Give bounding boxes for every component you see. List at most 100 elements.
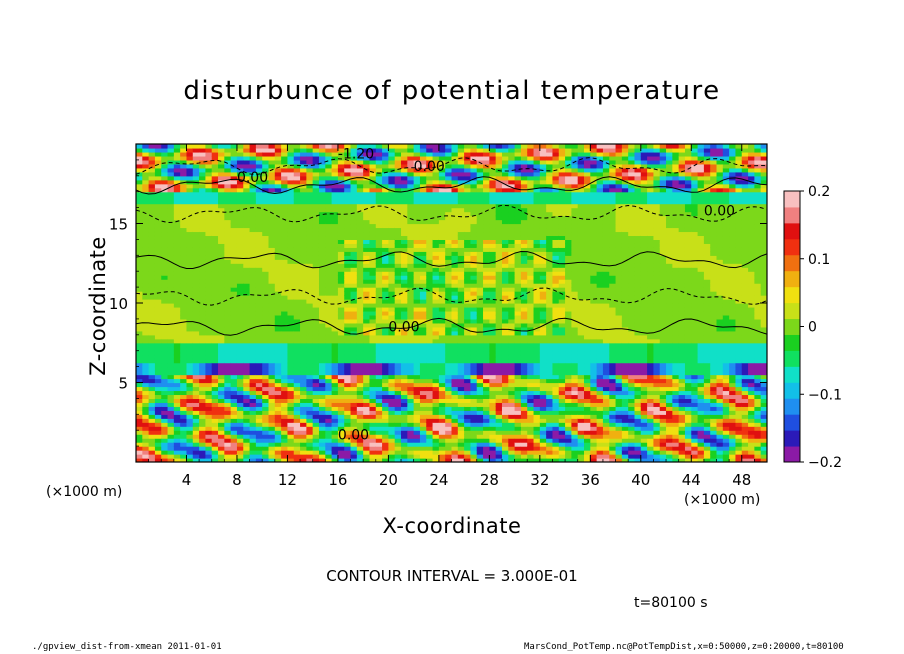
heatmap-cell: [318, 410, 326, 415]
heatmap-cell: [508, 406, 516, 411]
heatmap-cell: [375, 358, 383, 364]
heatmap-cell: [337, 211, 345, 217]
heatmap-cell: [476, 442, 484, 447]
heatmap-cell: [249, 259, 257, 264]
heatmap-cell: [356, 215, 364, 221]
heatmap-cell: [445, 426, 453, 431]
heatmap-cell: [476, 330, 484, 336]
heatmap-cell: [180, 394, 188, 399]
heatmap-cell: [432, 390, 440, 396]
heatmap-cell: [300, 287, 307, 292]
heatmap-cell: [520, 366, 528, 372]
heatmap-cell: [356, 426, 364, 431]
heatmap-cell: [470, 390, 478, 396]
heatmap-cell: [369, 147, 377, 153]
heatmap-cell: [167, 326, 175, 332]
heatmap-cell: [451, 358, 459, 364]
heatmap-cell: [457, 227, 465, 233]
heatmap-cell: [312, 235, 320, 240]
heatmap-cell: [432, 318, 440, 324]
heatmap-cell: [426, 215, 434, 221]
heatmap-cell: [243, 414, 251, 419]
heatmap-cell: [136, 231, 143, 237]
heatmap-cell: [218, 362, 225, 368]
heatmap-cell: [136, 303, 143, 308]
heatmap-cell: [161, 291, 169, 296]
heatmap-cell: [306, 438, 314, 443]
heatmap-cell: [312, 370, 320, 376]
heatmap-cell: [211, 382, 219, 388]
heatmap-cell: [464, 430, 472, 435]
heatmap-cell: [173, 239, 181, 244]
heatmap-cell: [224, 191, 232, 197]
heatmap-cell: [432, 378, 440, 384]
heatmap-cell: [312, 418, 320, 423]
heatmap-cell: [514, 211, 522, 217]
heatmap-cell: [426, 314, 434, 320]
heatmap-cell: [457, 418, 465, 423]
heatmap-cell: [325, 259, 333, 264]
heatmap-cell: [520, 275, 528, 280]
heatmap-cell: [167, 342, 175, 348]
heatmap-cell: [306, 314, 314, 320]
heatmap-cell: [161, 163, 169, 169]
heatmap-cell: [514, 314, 522, 320]
heatmap-cell: [369, 303, 377, 308]
heatmap-cell: [186, 382, 194, 388]
heatmap-cell: [300, 179, 307, 185]
heatmap-cell: [136, 370, 143, 376]
heatmap-cell: [514, 287, 522, 292]
heatmap-cell: [192, 450, 200, 455]
heatmap-cell: [205, 434, 213, 439]
heatmap-cell: [508, 275, 516, 280]
heatmap-cell: [148, 219, 156, 225]
heatmap-cell: [262, 442, 270, 447]
heatmap-cell: [224, 195, 232, 201]
heatmap-cell: [287, 318, 295, 324]
heatmap-cell: [350, 458, 358, 462]
heatmap-cell: [224, 354, 232, 360]
heatmap-cell: [154, 191, 162, 197]
heatmap-cell: [457, 219, 465, 225]
heatmap-cell: [501, 275, 509, 280]
heatmap-cell: [489, 374, 497, 380]
heatmap-cell: [483, 275, 490, 280]
heatmap-cell: [230, 398, 238, 403]
heatmap-cell: [249, 350, 257, 356]
heatmap-cell: [325, 350, 333, 356]
heatmap-cell: [255, 199, 263, 205]
heatmap-cell: [476, 418, 484, 423]
heatmap-cell: [489, 342, 497, 348]
heatmap-cell: [426, 271, 434, 276]
heatmap-cell: [236, 394, 244, 399]
heatmap-cell: [218, 195, 225, 201]
heatmap-cell: [464, 362, 472, 368]
heatmap-cell: [161, 382, 169, 388]
heatmap-cell: [293, 382, 301, 388]
heatmap-cell: [407, 223, 415, 229]
heatmap-cell: [325, 167, 333, 173]
heatmap-cell: [445, 235, 453, 240]
heatmap-cell: [520, 215, 528, 221]
heatmap-cell: [306, 354, 314, 360]
heatmap-cell: [281, 275, 289, 280]
heatmap-cell: [211, 287, 219, 292]
heatmap-cell: [356, 171, 364, 177]
heatmap-cell: [161, 175, 169, 181]
heatmap-cell: [173, 438, 181, 443]
heatmap-cell: [180, 434, 188, 439]
heatmap-cell: [394, 163, 402, 169]
heatmap-cell: [154, 422, 162, 427]
heatmap-cell: [255, 458, 263, 462]
heatmap-cell: [495, 354, 503, 360]
heatmap-cell: [369, 438, 377, 443]
heatmap-cell: [451, 338, 459, 344]
heatmap-cell: [199, 434, 207, 439]
heatmap-cell: [464, 283, 472, 288]
heatmap-cell: [419, 263, 427, 268]
heatmap-cell: [199, 155, 207, 161]
heatmap-cell: [432, 366, 440, 372]
heatmap-cell: [520, 362, 528, 368]
heatmap-cell: [274, 243, 282, 248]
heatmap-cell: [205, 338, 213, 344]
